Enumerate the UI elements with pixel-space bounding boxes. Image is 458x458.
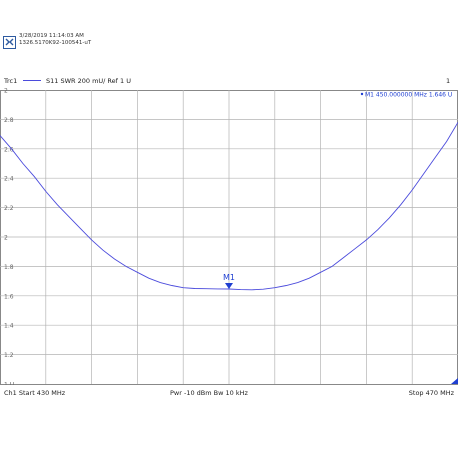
y-tick-label: 2 xyxy=(4,235,8,242)
y-tick-label: 2.6 xyxy=(4,146,14,153)
y-tick-label: 1.6 xyxy=(4,293,14,300)
y-tick-label: 1 U xyxy=(4,382,14,386)
marker-readout-dot xyxy=(360,92,364,96)
trace-color-swatch xyxy=(23,80,41,81)
start-frequency-label[interactable]: Ch1 Start 430 MHz xyxy=(4,389,66,397)
rohde-schwarz-logo-icon xyxy=(3,36,16,49)
swr-chart[interactable]: 2 2.8 2.6 2.4 2.2 2 1.8 1.6 1.4 1.2 1 U M1 M1 450.00… xyxy=(0,88,458,389)
trace-name[interactable]: Trc1 xyxy=(4,77,18,85)
device-id: 1326.5170K92-100541-uT xyxy=(19,40,92,46)
y-tick-label: 1.2 xyxy=(4,352,14,359)
plot-area[interactable]: 2 2.8 2.6 2.4 2.2 2 1.8 1.6 1.4 1.2 1 U M1 M1 450.00… xyxy=(0,88,458,389)
y-tick-label: 2 xyxy=(4,88,8,95)
y-tick-label: 2.4 xyxy=(4,176,14,183)
y-tick-label: 2.2 xyxy=(4,205,14,212)
marker-m1-label: M1 xyxy=(223,273,235,282)
stop-frequency-label[interactable]: Stop 470 MHz xyxy=(408,389,454,397)
power-bandwidth-label[interactable]: Pwr -10 dBm Bw 10 kHz xyxy=(170,389,248,397)
header: 3/28/2019 11:14:03 AM 1326.5170K92-10054… xyxy=(0,0,458,90)
channel-number: 1 xyxy=(446,77,451,85)
marker-m1-icon[interactable] xyxy=(225,283,233,290)
timestamp: 3/28/2019 11:14:03 AM xyxy=(19,33,84,39)
trace-description[interactable]: S11 SWR 200 mU/ Ref 1 U xyxy=(46,77,131,85)
y-tick-label: 1.4 xyxy=(4,323,14,330)
timestamp-block: 3/28/2019 11:14:03 AM 1326.5170K92-10054… xyxy=(19,33,91,47)
y-tick-label: 2.8 xyxy=(4,117,14,124)
stop-edge-marker-icon[interactable] xyxy=(451,378,458,384)
y-tick-label: 1.8 xyxy=(4,264,14,271)
marker-readout: M1 450.000000 MHz 1.646 U xyxy=(365,92,452,99)
footer: Ch1 Start 430 MHz Pwr -10 dBm Bw 10 kHz … xyxy=(0,389,458,401)
